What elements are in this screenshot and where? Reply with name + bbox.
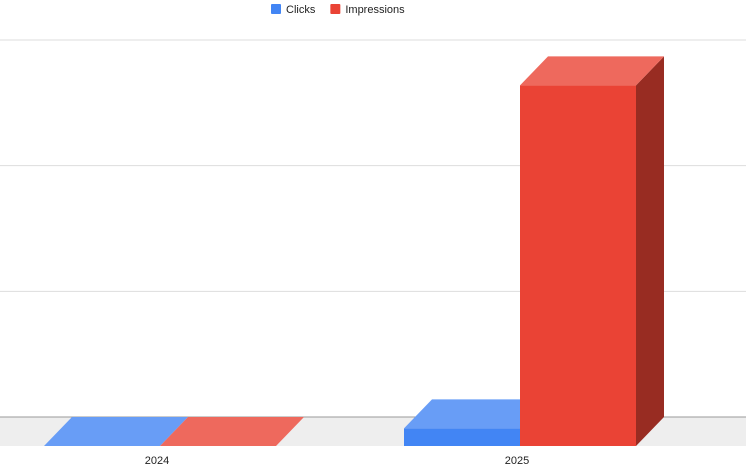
bar [44,417,188,446]
legend: Clicks Impressions [271,4,405,16]
bar [520,56,664,446]
bar-front [404,428,520,446]
x-tick-label: 2025 [505,455,529,467]
bar [160,417,304,446]
x-tick-label: 2024 [145,455,169,467]
legend-label: Impressions [345,4,405,16]
legend-swatch [271,4,281,14]
bar-top [160,417,304,446]
bar-top [520,56,664,86]
bar-side [636,56,664,446]
legend-label: Clicks [286,4,316,16]
bar-top [404,399,548,429]
bar-top [44,417,188,446]
bar-front [520,85,636,446]
legend-swatch [330,4,341,14]
